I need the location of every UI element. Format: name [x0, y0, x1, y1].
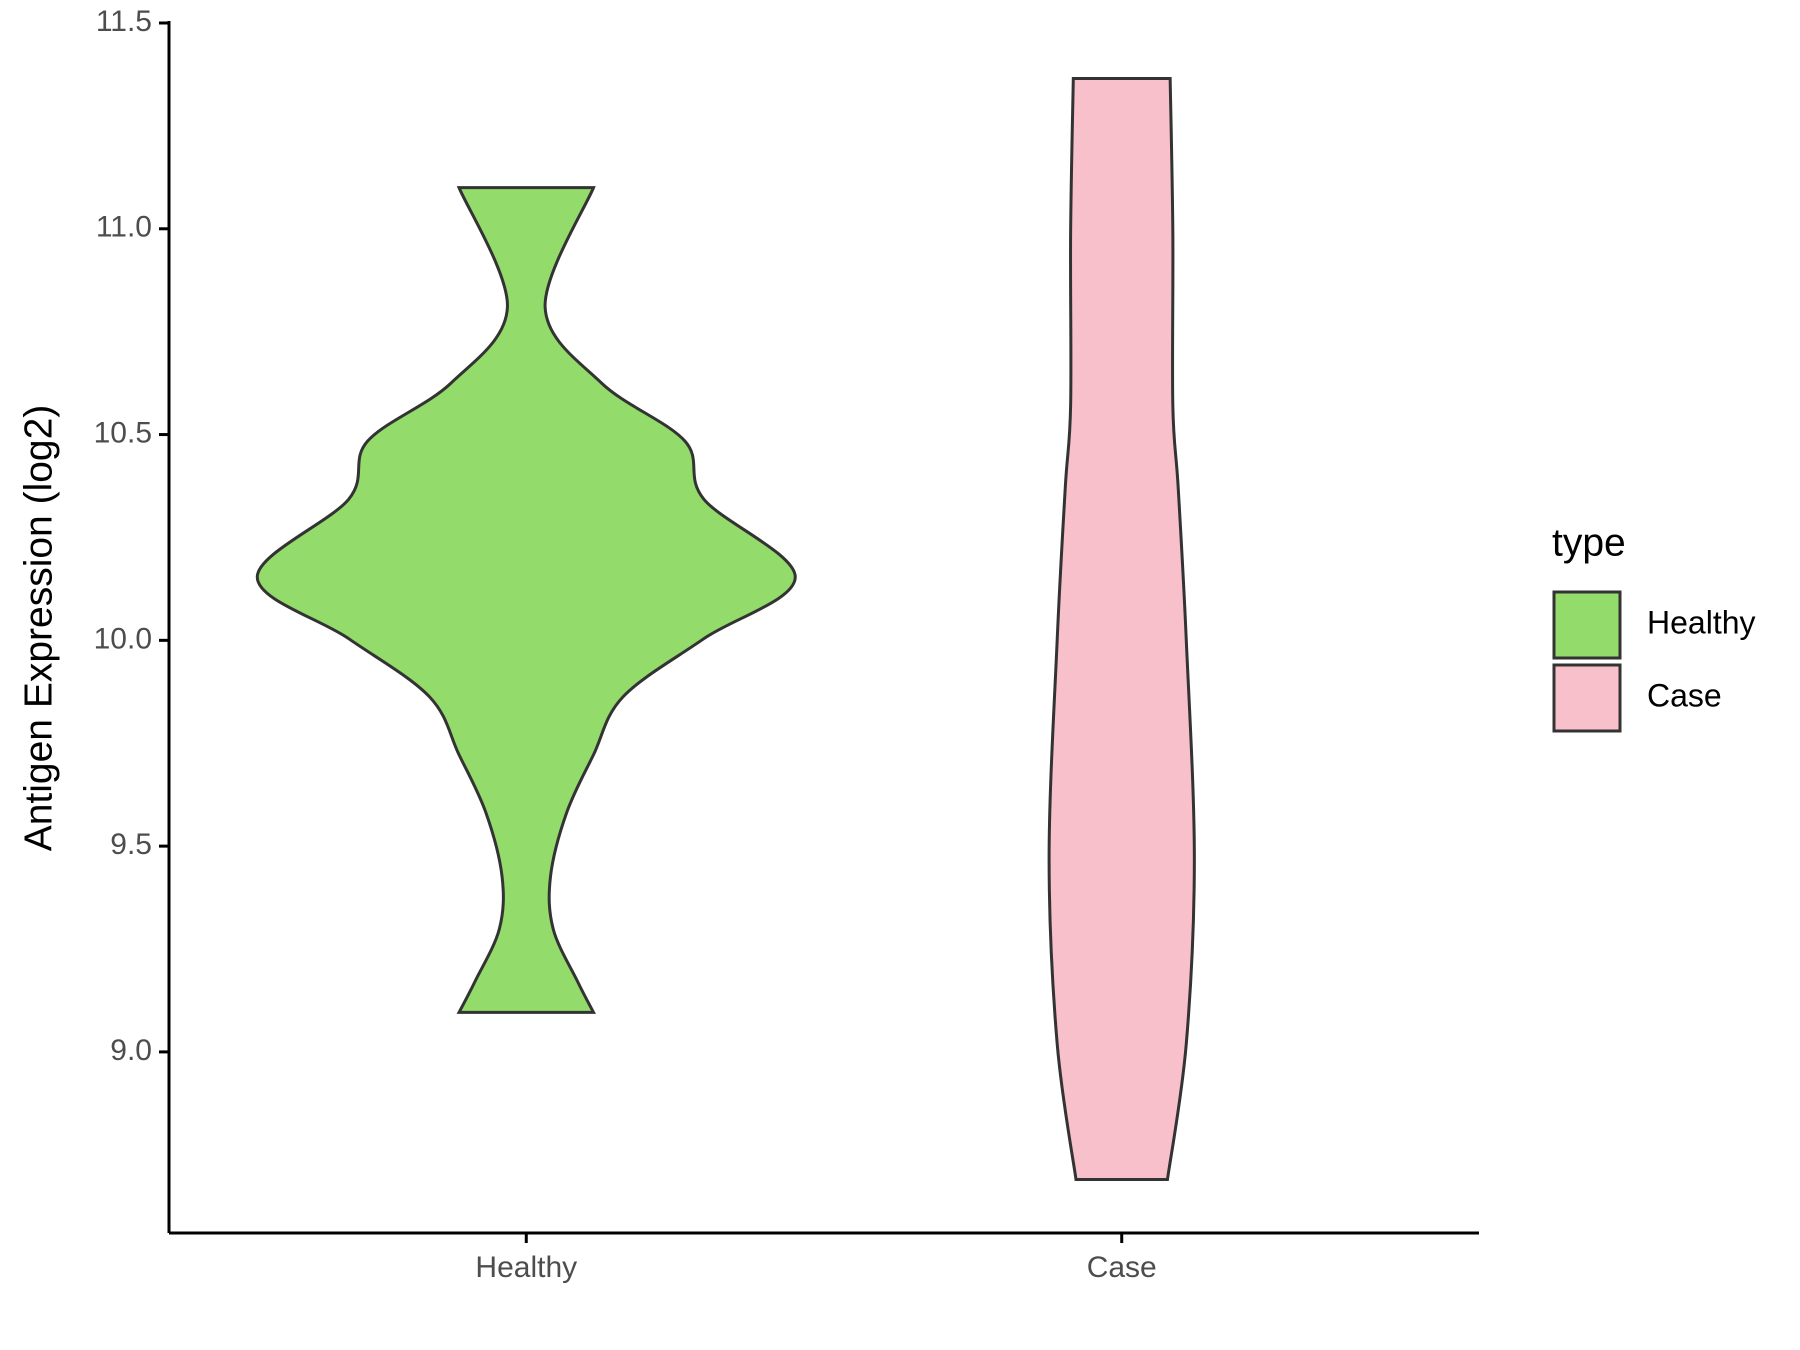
y-tick-label: 11.0 — [96, 211, 152, 244]
legend-title: type — [1552, 521, 1626, 564]
y-tick-label: 9.0 — [110, 1034, 152, 1067]
legend-key — [1552, 663, 1622, 733]
y-tick-label: 9.5 — [110, 828, 152, 861]
violin — [255, 186, 797, 1014]
x-tick-label: Case — [1087, 1251, 1157, 1284]
y-axis-title: Antigen Expression (log2) — [17, 405, 60, 852]
legend-key — [1552, 590, 1622, 660]
y-tick-label: 11.5 — [96, 5, 152, 38]
legend-label: Healthy — [1647, 604, 1756, 640]
y-tick-label: 10.5 — [94, 416, 152, 449]
violin — [1047, 77, 1196, 1181]
y-tick-label: 10.0 — [94, 622, 152, 655]
x-tick-label: Healthy — [475, 1251, 577, 1284]
legend-label: Case — [1647, 677, 1722, 713]
